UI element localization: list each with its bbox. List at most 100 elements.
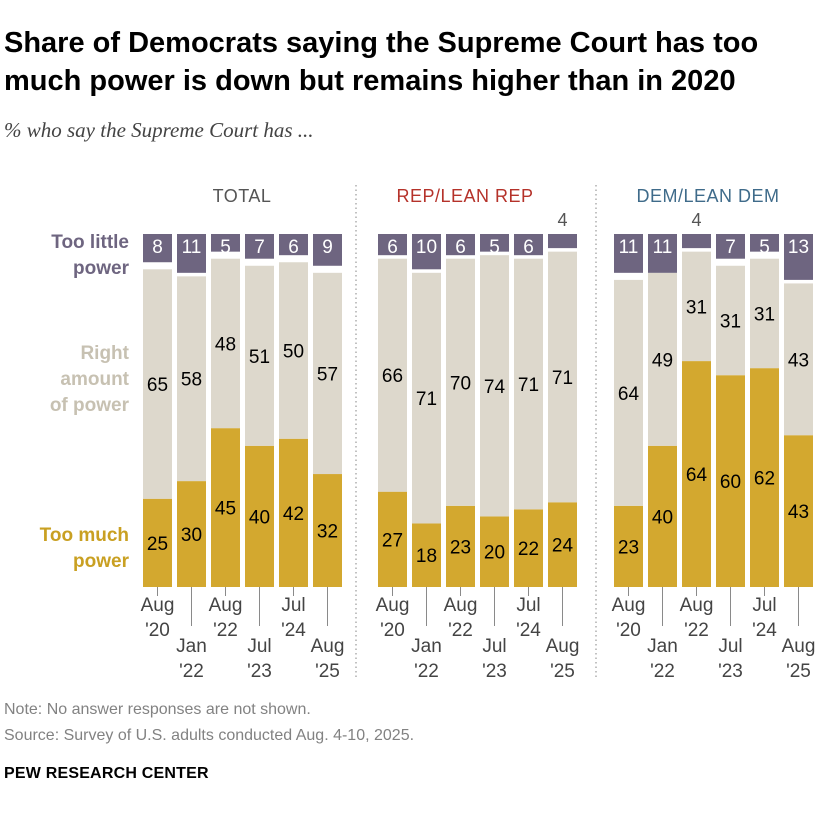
row-label-too-much: Too much xyxy=(40,525,129,546)
x-tick-label: Aug xyxy=(546,636,580,657)
value-label-too-little: 11 xyxy=(619,237,639,258)
value-label-too-much: 27 xyxy=(382,530,403,551)
x-tick-label: Aug xyxy=(209,595,243,616)
value-label-too-much: 32 xyxy=(317,522,338,543)
value-label-too-little: 10 xyxy=(416,237,437,258)
bar-too-little xyxy=(514,234,543,256)
x-tick-label: Jul xyxy=(482,636,506,657)
bar-right-amount xyxy=(480,255,509,517)
x-tick-label: Jan xyxy=(176,636,207,657)
value-label-too-little: 5 xyxy=(489,237,500,258)
value-label-too-much: 30 xyxy=(181,525,202,546)
x-tick-label: '25 xyxy=(315,661,340,682)
value-label-too-much: 23 xyxy=(450,537,471,558)
value-label-right-amount: 49 xyxy=(652,350,673,371)
bar-too-much xyxy=(177,481,206,587)
x-tick-label: '22 xyxy=(414,661,439,682)
bar-too-little xyxy=(480,234,509,252)
row-label-right-amount: amount xyxy=(60,369,129,390)
bar-too-little xyxy=(614,234,643,273)
value-label-too-little: 13 xyxy=(788,237,809,258)
panel-header: REP/LEAN REP xyxy=(396,186,533,206)
value-label-too-little: 9 xyxy=(322,237,333,258)
value-label-right-amount: 71 xyxy=(518,375,539,396)
value-label-too-much: 20 xyxy=(484,543,505,564)
value-label-too-little: 6 xyxy=(455,237,466,258)
value-label-right-amount: 31 xyxy=(720,311,741,332)
x-tick-label: Jan xyxy=(411,636,442,657)
bar-right-amount xyxy=(279,262,308,439)
value-label-right-amount: 71 xyxy=(416,389,437,410)
value-label-too-little: 11 xyxy=(653,237,673,258)
bar-too-much xyxy=(648,445,677,587)
value-label-too-much: 23 xyxy=(618,537,639,558)
bar-right-amount xyxy=(716,265,745,376)
chart-title: Share of Democrats saying the Supreme Co… xyxy=(4,27,759,97)
value-label-too-much: 45 xyxy=(215,499,236,520)
x-tick-label: '22 xyxy=(650,661,675,682)
row-label-too-little: power xyxy=(73,258,130,279)
bar-too-much xyxy=(480,516,509,587)
bar-too-little xyxy=(446,234,475,256)
bar-too-much xyxy=(716,375,745,587)
bar-too-much xyxy=(750,368,779,587)
bar-too-much xyxy=(682,361,711,587)
x-tick-label: '23 xyxy=(718,661,743,682)
value-label-right-amount: 48 xyxy=(215,334,236,355)
x-tick-label: Jul xyxy=(516,595,540,616)
value-label-too-much: 43 xyxy=(788,502,809,523)
value-label-right-amount: 66 xyxy=(382,366,403,387)
row-label-too-little: Too little xyxy=(51,232,129,253)
value-label-too-much: 25 xyxy=(147,534,168,555)
x-tick-label: Aug xyxy=(782,636,816,657)
bar-right-amount xyxy=(211,258,240,429)
bar-too-little xyxy=(412,234,441,270)
bar-too-little xyxy=(750,234,779,252)
value-label-too-little: 6 xyxy=(523,237,534,258)
bar-right-amount xyxy=(548,251,577,503)
bar-too-little xyxy=(177,234,206,273)
bar-right-amount xyxy=(750,258,779,369)
chart-source: Source: Survey of U.S. adults conducted … xyxy=(4,727,415,744)
value-label-too-little: 4 xyxy=(557,210,567,230)
bar-right-amount xyxy=(245,265,274,446)
value-label-too-little: 6 xyxy=(387,237,398,258)
bar-right-amount xyxy=(614,279,643,506)
bar-too-much xyxy=(143,498,172,587)
x-tick-label: Aug xyxy=(141,595,175,616)
x-tick-label: '24 xyxy=(752,620,777,641)
bar-too-much xyxy=(313,474,342,587)
x-tick-label: Jul xyxy=(281,595,305,616)
x-tick-label: '23 xyxy=(247,661,272,682)
value-label-right-amount: 51 xyxy=(249,347,270,368)
bar-right-amount xyxy=(143,269,172,499)
row-label-too-much: power xyxy=(73,551,130,572)
value-label-right-amount: 65 xyxy=(147,375,168,396)
value-label-right-amount: 43 xyxy=(788,350,809,371)
bar-too-much xyxy=(245,445,274,587)
row-label-right-amount: Right xyxy=(80,343,129,364)
bar-too-little xyxy=(378,234,407,256)
value-label-too-much: 40 xyxy=(249,507,270,528)
x-tick-label: '25 xyxy=(550,661,575,682)
x-tick-label: '20 xyxy=(380,620,405,641)
value-label-too-much: 22 xyxy=(518,539,539,560)
bar-too-little xyxy=(279,234,308,256)
row-label-right-amount: of power xyxy=(50,395,130,416)
bar-right-amount xyxy=(177,276,206,482)
panel-header: DEM/LEAN DEM xyxy=(636,186,779,206)
bar-too-much xyxy=(279,438,308,587)
x-tick-label: '22 xyxy=(213,620,238,641)
value-label-too-little: 5 xyxy=(759,237,770,258)
value-label-too-little: 7 xyxy=(254,237,265,258)
x-tick-label: '22 xyxy=(684,620,709,641)
bar-too-little xyxy=(716,234,745,259)
bar-too-little xyxy=(548,234,577,249)
value-label-right-amount: 71 xyxy=(552,368,573,389)
x-tick-label: Aug xyxy=(444,595,478,616)
value-label-too-much: 42 xyxy=(283,504,304,525)
bar-too-much xyxy=(412,523,441,587)
value-label-too-little: 8 xyxy=(152,237,163,258)
x-tick-label: Aug xyxy=(680,595,714,616)
value-label-too-much: 40 xyxy=(652,507,673,528)
